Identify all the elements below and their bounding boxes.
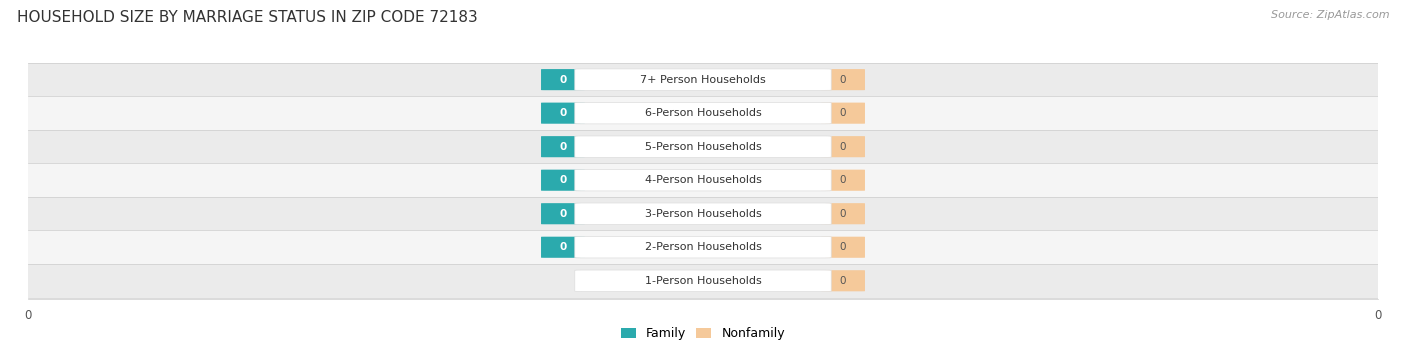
- FancyBboxPatch shape: [575, 69, 831, 90]
- Text: 0: 0: [839, 75, 846, 85]
- Text: Source: ZipAtlas.com: Source: ZipAtlas.com: [1271, 10, 1389, 20]
- Bar: [28, 231, 1378, 264]
- Bar: [28, 130, 1378, 164]
- FancyBboxPatch shape: [575, 136, 831, 157]
- Bar: [28, 63, 1378, 97]
- Bar: [28, 197, 1378, 231]
- FancyBboxPatch shape: [541, 103, 585, 124]
- Text: 0: 0: [839, 142, 846, 152]
- Bar: [28, 164, 1378, 197]
- Text: 7+ Person Households: 7+ Person Households: [640, 75, 766, 85]
- Text: 4-Person Households: 4-Person Households: [644, 175, 762, 185]
- Text: 0: 0: [560, 242, 567, 252]
- Text: 0: 0: [839, 209, 846, 219]
- Text: 0: 0: [560, 75, 567, 85]
- Text: 0: 0: [560, 108, 567, 118]
- Text: 5-Person Households: 5-Person Households: [644, 142, 762, 152]
- FancyBboxPatch shape: [575, 237, 831, 258]
- FancyBboxPatch shape: [575, 203, 831, 224]
- FancyBboxPatch shape: [575, 102, 831, 124]
- Text: HOUSEHOLD SIZE BY MARRIAGE STATUS IN ZIP CODE 72183: HOUSEHOLD SIZE BY MARRIAGE STATUS IN ZIP…: [17, 10, 478, 25]
- Text: 0: 0: [839, 276, 846, 286]
- FancyBboxPatch shape: [821, 170, 865, 191]
- FancyBboxPatch shape: [821, 69, 865, 90]
- Legend: Family, Nonfamily: Family, Nonfamily: [616, 322, 790, 340]
- FancyBboxPatch shape: [541, 136, 585, 157]
- Text: 0: 0: [839, 242, 846, 252]
- Text: 6-Person Households: 6-Person Households: [644, 108, 762, 118]
- FancyBboxPatch shape: [821, 237, 865, 258]
- FancyBboxPatch shape: [541, 237, 585, 258]
- FancyBboxPatch shape: [541, 203, 585, 224]
- Text: 0: 0: [560, 175, 567, 185]
- FancyBboxPatch shape: [821, 270, 865, 291]
- Text: 2-Person Households: 2-Person Households: [644, 242, 762, 252]
- Text: 3-Person Households: 3-Person Households: [644, 209, 762, 219]
- Bar: [28, 97, 1378, 130]
- FancyBboxPatch shape: [821, 103, 865, 124]
- FancyBboxPatch shape: [821, 203, 865, 224]
- Bar: [28, 264, 1378, 298]
- Text: 1-Person Households: 1-Person Households: [644, 276, 762, 286]
- FancyBboxPatch shape: [541, 170, 585, 191]
- Text: 0: 0: [839, 108, 846, 118]
- FancyBboxPatch shape: [575, 270, 831, 291]
- FancyBboxPatch shape: [575, 169, 831, 191]
- Text: 0: 0: [839, 175, 846, 185]
- Text: 0: 0: [560, 209, 567, 219]
- FancyBboxPatch shape: [821, 136, 865, 157]
- Text: 0: 0: [560, 142, 567, 152]
- FancyBboxPatch shape: [541, 69, 585, 90]
